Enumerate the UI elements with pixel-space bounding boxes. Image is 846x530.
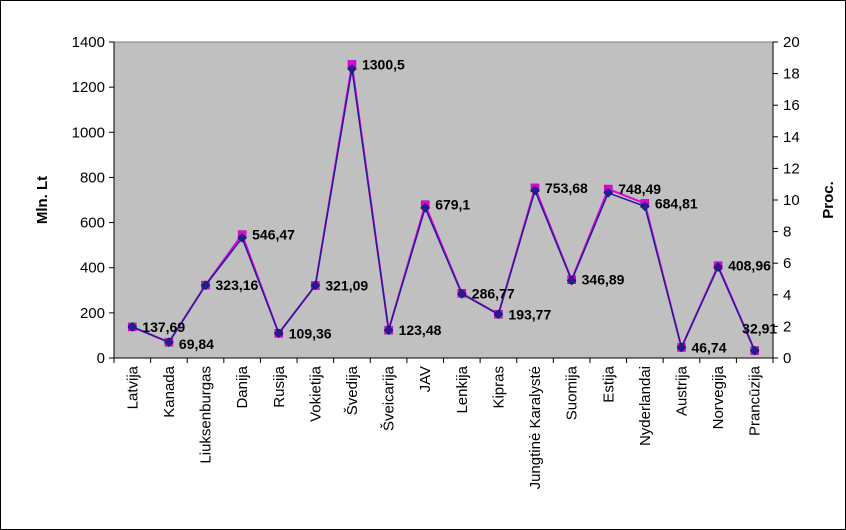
- x-tick-label: Jungtinė Karalystė: [527, 366, 544, 489]
- series-marker-diamond: [456, 289, 467, 299]
- series-marker-diamond: [493, 309, 504, 320]
- data-label: 408,96: [728, 258, 771, 274]
- data-label: 123,48: [399, 322, 442, 338]
- x-tick-label: Norvegija: [710, 365, 727, 429]
- data-label: 546,47: [252, 227, 295, 243]
- x-tick-label: Austrija: [673, 365, 690, 416]
- y-axis-title-left: Mln. Lt: [34, 176, 51, 224]
- x-tick-label: Šveicarija: [381, 365, 398, 431]
- x-tick-label: Vokietija: [307, 365, 324, 422]
- data-label: 684,81: [655, 195, 698, 211]
- data-label: 69,84: [179, 336, 214, 352]
- y-tick-label-right: 2: [783, 318, 791, 335]
- series-layer: [127, 60, 760, 356]
- data-label: 748,49: [618, 181, 661, 197]
- series-marker-diamond: [127, 322, 138, 332]
- series-marker-diamond: [749, 345, 760, 356]
- series-marker-diamond: [420, 203, 431, 213]
- data-label: 286,77: [472, 285, 515, 301]
- y-tick-label-right: 14: [783, 129, 800, 146]
- x-tick-label: Suomija: [564, 365, 581, 420]
- data-label: 1300,5: [362, 56, 405, 72]
- x-tick-label: Kipras: [490, 366, 507, 409]
- y-tick-label-left: 200: [80, 305, 105, 322]
- data-label: 46,74: [691, 339, 726, 355]
- series-marker-diamond: [310, 280, 321, 291]
- series-marker-diamond: [164, 337, 174, 348]
- series-marker-diamond: [530, 185, 540, 196]
- y-tick-label-left: 1000: [72, 124, 105, 141]
- x-tick-label: Kanada: [161, 365, 178, 417]
- x-tick-label: Danija: [234, 365, 251, 408]
- series-marker-diamond: [237, 233, 247, 243]
- y-axis-title-right: Proc.: [820, 181, 837, 219]
- x-tick-label: Rusija: [271, 365, 288, 407]
- y-tick-label-left: 600: [80, 215, 105, 232]
- y-tick-label-left: 1400: [72, 34, 105, 51]
- y-tick-label-right: 16: [783, 97, 800, 114]
- y-tick-label-left: 1200: [72, 79, 105, 96]
- x-tick-label: Estija: [600, 365, 617, 402]
- y-tick-label-left: 800: [80, 169, 105, 186]
- data-label: 346,89: [582, 272, 625, 288]
- series-marker-diamond: [566, 275, 577, 286]
- x-tick-label: JAV: [417, 366, 434, 392]
- series-marker-diamond: [200, 280, 211, 291]
- data-label: 137,69: [142, 319, 185, 335]
- series-marker-diamond: [383, 325, 394, 336]
- data-label: 753,68: [545, 180, 588, 196]
- y-tick-label-right: 20: [783, 34, 800, 51]
- plot-area: [113, 41, 774, 359]
- x-tick-label: Latvija: [124, 365, 141, 409]
- data-label: 679,1: [435, 197, 470, 213]
- y-tick-label-left: 0: [97, 350, 105, 367]
- y-tick-label-right: 8: [783, 224, 791, 241]
- x-tick-label: Prancūzija: [747, 365, 764, 436]
- series-marker-diamond: [347, 64, 357, 74]
- data-label: 323,16: [216, 277, 259, 293]
- data-label: 321,09: [325, 278, 368, 294]
- series-line-right-axis: [132, 68, 756, 351]
- y-tick-label-left: 400: [80, 260, 105, 277]
- y-tick-label-right: 10: [783, 192, 800, 209]
- axes: 0 200 400 600 800 1000 1200 1400 0 2 4 6 8 10 12 14 16 18…: [72, 34, 800, 489]
- data-label: 109,36: [289, 325, 332, 341]
- x-tick-label: Nyderlandai: [637, 366, 654, 446]
- x-tick-label: Švedija: [344, 365, 361, 415]
- data-label: 193,77: [508, 306, 551, 322]
- series-marker-diamond: [713, 262, 723, 273]
- series-marker-diamond: [273, 328, 284, 339]
- y-tick-label-right: 18: [783, 66, 800, 83]
- y-tick-label-right: 6: [783, 255, 791, 272]
- x-tick-label: Liuksenburgas: [198, 366, 215, 464]
- y-tick-label-right: 4: [783, 287, 791, 304]
- y-tick-label-right: 12: [783, 160, 800, 177]
- series-marker-diamond: [603, 188, 614, 198]
- x-tick-label: Lenkija: [454, 365, 471, 413]
- series-marker-diamond: [676, 342, 687, 353]
- series-marker-diamond: [640, 201, 650, 212]
- y-tick-label-right: 0: [783, 350, 791, 367]
- data-label: 32,91: [742, 321, 777, 337]
